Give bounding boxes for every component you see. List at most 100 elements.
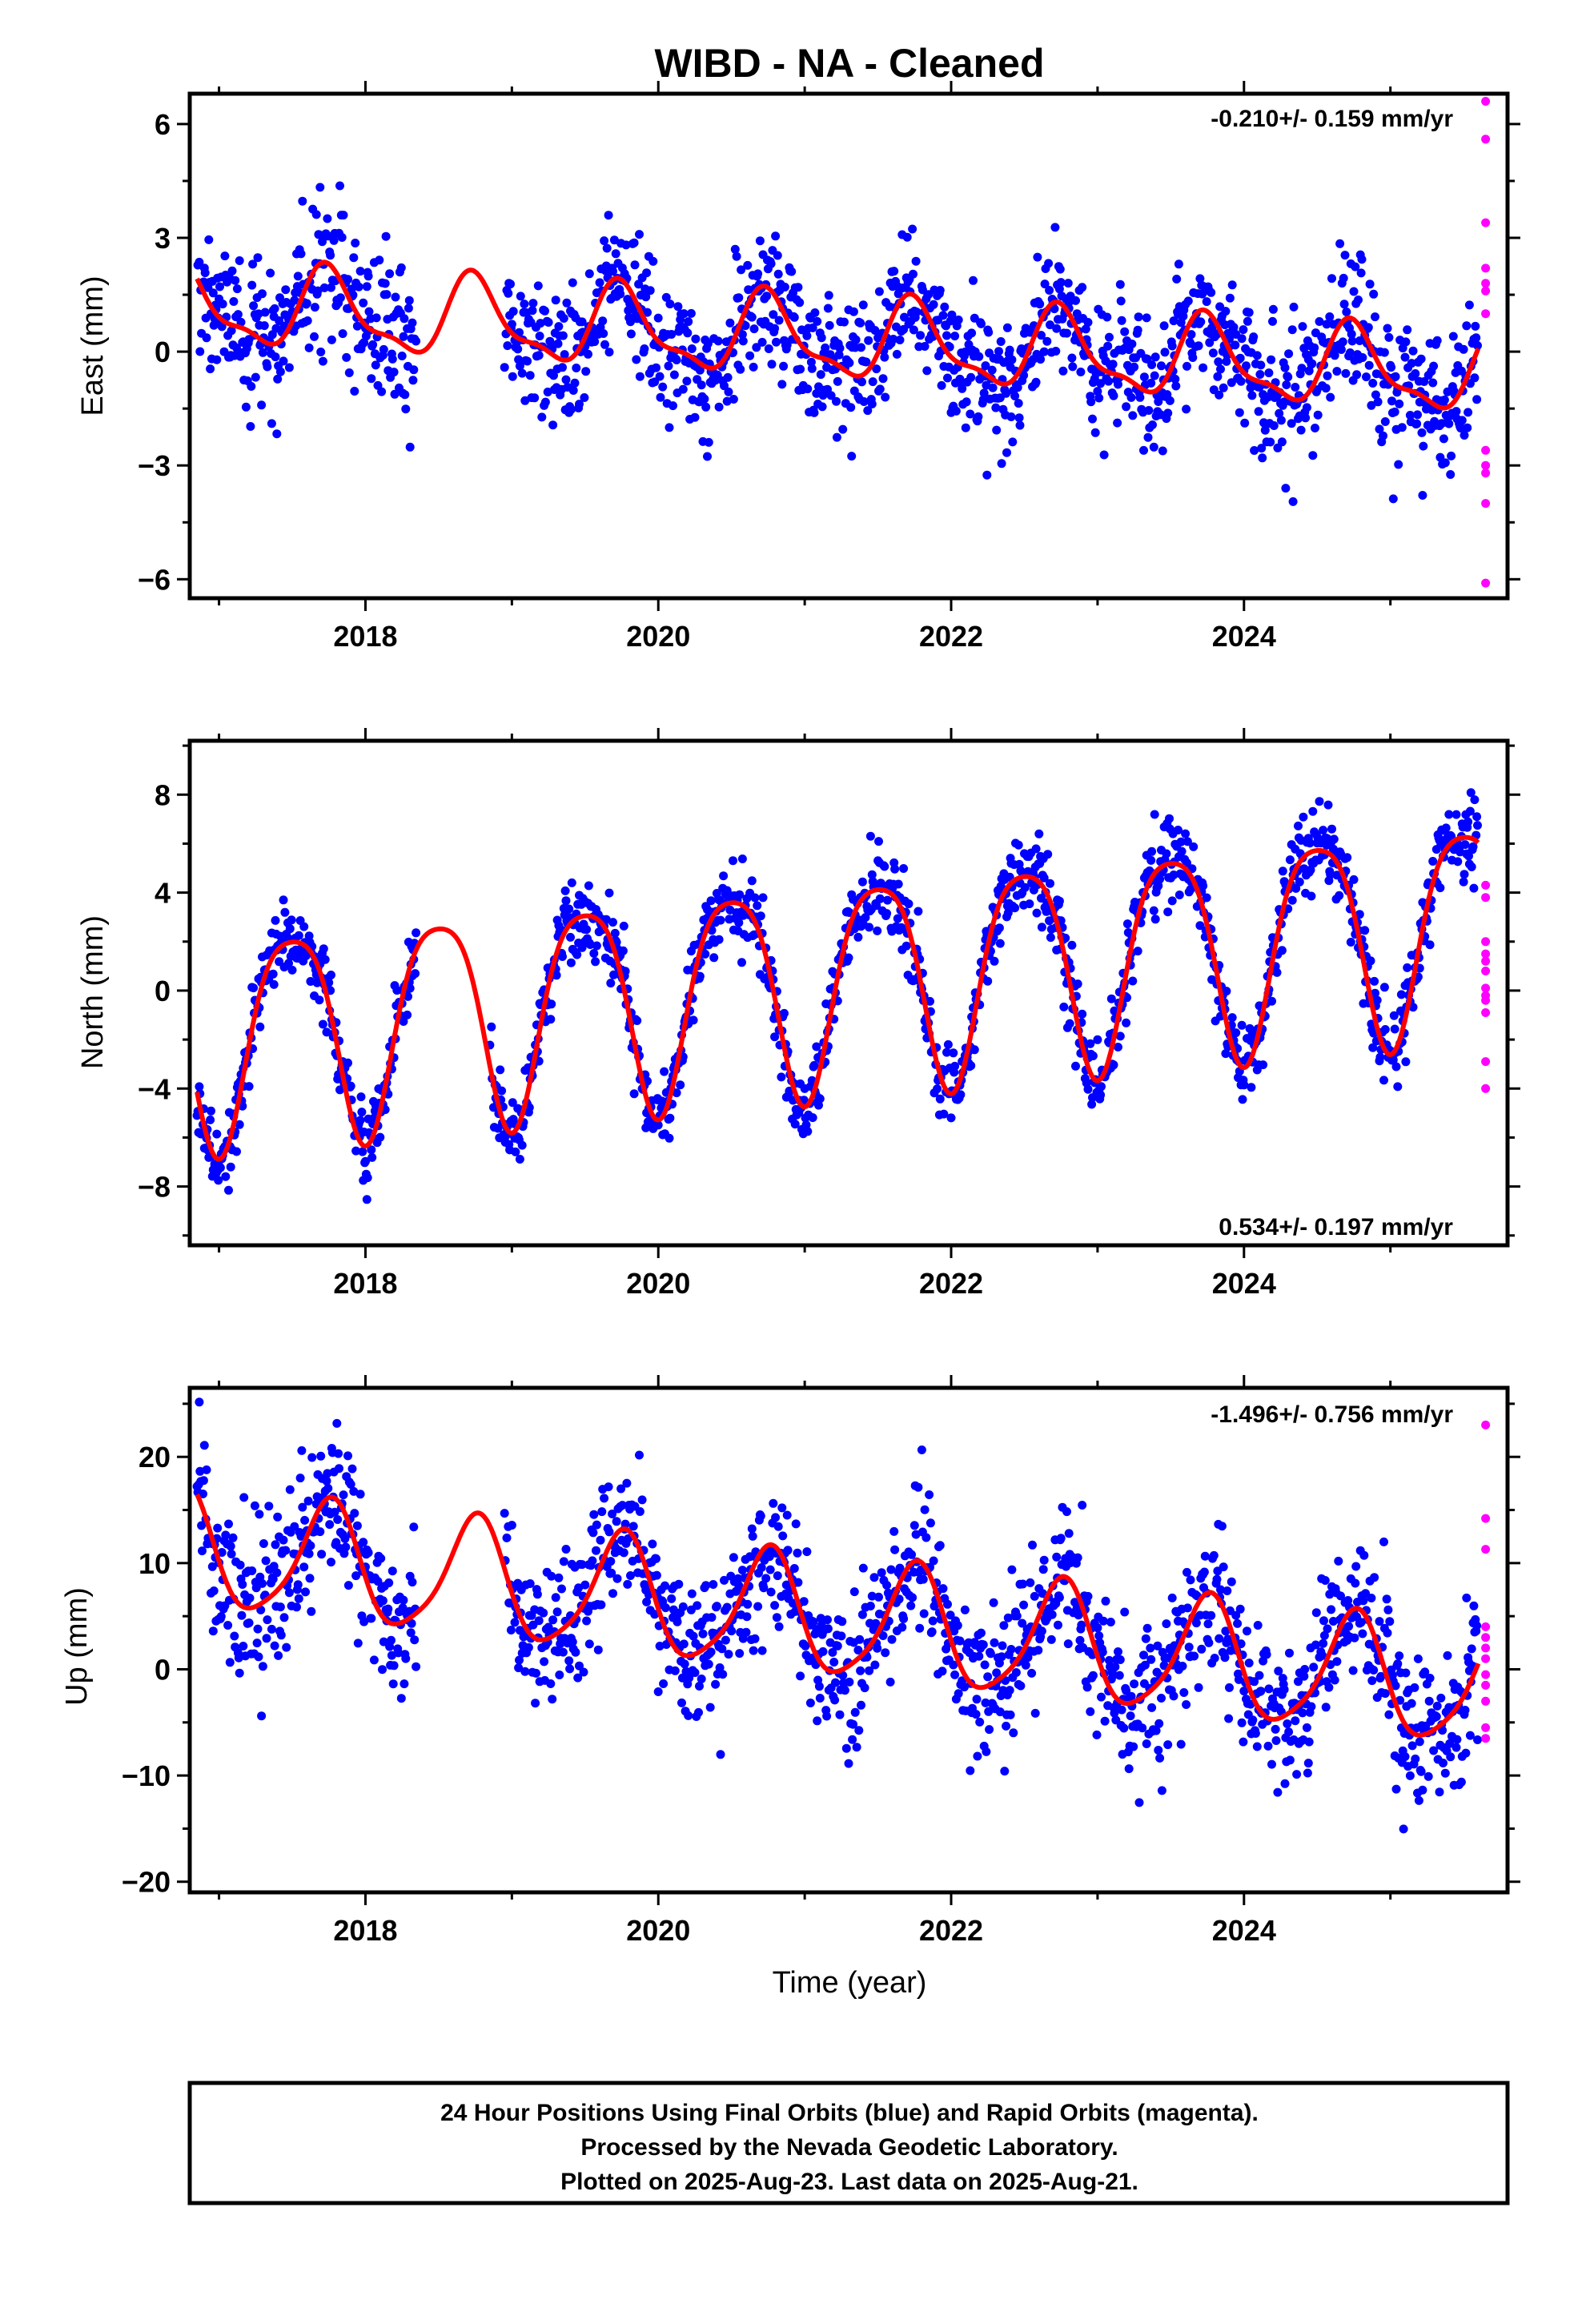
east-final-point (515, 361, 524, 371)
north-final-point (1165, 814, 1174, 823)
east-final-point (1128, 411, 1138, 420)
east-final-point (272, 429, 282, 439)
up-final-point (1169, 1691, 1178, 1701)
north-final-point (926, 996, 934, 1006)
east-y-tick-label: −6 (138, 563, 171, 596)
north-final-point (1189, 842, 1199, 851)
up-rapid-point (1481, 1696, 1491, 1706)
up-final-point (759, 1583, 769, 1593)
up-final-point (705, 1703, 715, 1712)
up-final-point (1395, 1651, 1404, 1661)
north-final-point (1247, 1083, 1256, 1092)
up-final-point (347, 1464, 357, 1474)
north-final-point (1467, 862, 1476, 871)
up-final-point (972, 1695, 982, 1704)
north-final-point (904, 899, 913, 909)
east-final-point (713, 371, 722, 380)
north-final-point (777, 1072, 786, 1082)
up-final-point (835, 1710, 845, 1719)
east-final-point (895, 336, 905, 344)
up-final-point (275, 1602, 285, 1612)
east-final-point (1471, 321, 1480, 331)
east-final-point (258, 348, 267, 357)
east-final-point (273, 374, 283, 384)
east-final-point (1313, 410, 1323, 420)
up-final-point (1204, 1638, 1214, 1647)
north-final-point (970, 1045, 979, 1055)
east-final-point (1149, 442, 1158, 452)
north-rapid-point (1481, 1057, 1491, 1067)
east-final-point (293, 271, 303, 281)
east-final-point (343, 275, 352, 284)
east-final-point (1403, 325, 1412, 335)
east-final-point (1054, 284, 1064, 294)
east-final-point (1323, 371, 1332, 380)
east-y-axis-label: East (mm) (76, 275, 110, 416)
east-final-point (381, 231, 391, 241)
north-final-point (412, 928, 421, 938)
east-final-point (1031, 377, 1041, 387)
east-final-point (544, 318, 553, 327)
east-final-point (1096, 379, 1106, 388)
east-final-point (281, 285, 291, 295)
up-final-point (373, 1577, 383, 1586)
up-final-point (534, 1616, 544, 1626)
up-final-point (198, 1546, 207, 1556)
up-final-point (729, 1553, 738, 1562)
east-final-orbit-points (193, 181, 1482, 506)
east-final-point (1170, 374, 1180, 384)
north-x-tick-label: 2024 (1212, 1267, 1276, 1300)
north-final-point (689, 1015, 698, 1025)
east-final-point (669, 370, 679, 380)
east-final-point (318, 237, 327, 247)
east-final-point (1108, 360, 1118, 369)
up-final-point (1411, 1754, 1420, 1763)
north-final-point (1122, 993, 1131, 1003)
up-final-point (1399, 1824, 1408, 1834)
east-final-point (687, 344, 697, 353)
north-final-point (899, 864, 909, 873)
up-final-point (322, 1476, 331, 1486)
east-final-point (1243, 316, 1252, 326)
east-final-point (1340, 251, 1350, 260)
up-final-point (604, 1482, 613, 1492)
north-final-point (1459, 877, 1468, 887)
up-final-point (1237, 1718, 1247, 1727)
up-final-point (1141, 1634, 1150, 1643)
east-rapid-point (1481, 460, 1491, 470)
east-final-point (704, 437, 713, 447)
east-final-point (956, 377, 966, 387)
north-final-point (933, 1084, 942, 1094)
up-final-point (1114, 1671, 1124, 1680)
north-final-point (994, 923, 1004, 933)
north-final-point (812, 1042, 821, 1051)
up-final-point (1359, 1596, 1368, 1606)
east-final-point (380, 279, 390, 288)
up-final-point (857, 1610, 867, 1619)
east-final-point (385, 269, 395, 279)
up-final-point (974, 1651, 984, 1661)
up-final-point (626, 1571, 635, 1580)
up-final-point (1323, 1624, 1332, 1634)
north-final-point (327, 971, 335, 979)
east-rate-label: -0.210+/- 0.159 mm/yr (1211, 106, 1453, 132)
up-final-point (1018, 1618, 1027, 1628)
north-final-point (873, 926, 882, 935)
up-final-point (1271, 1724, 1280, 1734)
east-rapid-point (1481, 218, 1491, 227)
east-rapid-point (1481, 468, 1491, 478)
north-final-point (701, 949, 710, 959)
up-final-point (1407, 1699, 1416, 1708)
east-final-point (902, 232, 912, 242)
up-final-point (506, 1626, 516, 1634)
up-final-point (642, 1597, 652, 1606)
east-final-point (396, 263, 406, 272)
up-final-point (661, 1603, 670, 1613)
up-final-point (920, 1505, 930, 1514)
north-final-point (1046, 879, 1054, 888)
north-final-point (361, 1156, 370, 1166)
east-final-point (362, 282, 371, 292)
east-final-point (304, 343, 314, 352)
east-final-point (1400, 352, 1410, 362)
east-final-point (833, 376, 842, 386)
